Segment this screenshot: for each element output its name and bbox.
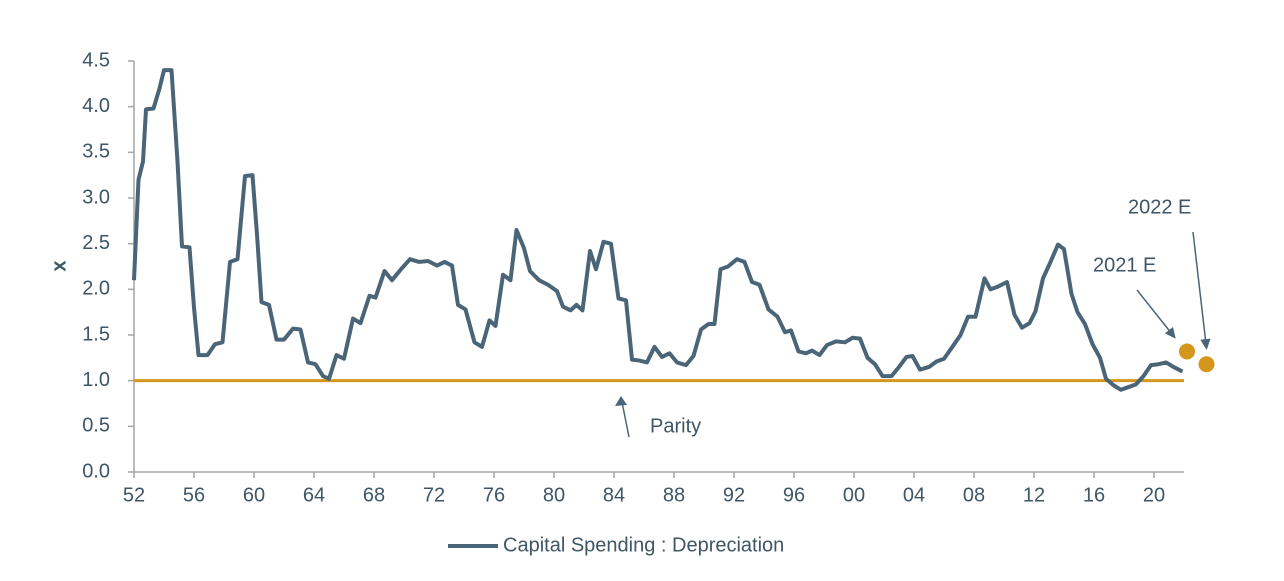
x-tick-label: 80 <box>543 484 565 506</box>
data-line <box>132 68 1184 392</box>
x-tick-label: 20 <box>1143 484 1165 506</box>
y-tick-label: 0.0 <box>82 460 110 482</box>
y-tick-label: 4.5 <box>82 49 110 71</box>
x-tick-label: 68 <box>363 484 385 506</box>
x-tick-label: 56 <box>183 484 205 506</box>
y-tick-label: 3.5 <box>82 141 110 163</box>
y-tick-label: 2.5 <box>82 232 110 254</box>
y-tick-label: 1.0 <box>82 369 110 391</box>
y-tick-label: 3.0 <box>82 186 110 208</box>
arrow-head <box>1164 327 1176 339</box>
y-tick-label: 2.0 <box>82 278 110 300</box>
arrow-head <box>615 396 627 406</box>
arrow <box>1136 289 1173 335</box>
x-tick-label: 60 <box>243 484 265 506</box>
x-tick-label: 64 <box>303 484 325 506</box>
y-tick-label: 1.5 <box>82 323 110 345</box>
estimate-point <box>1198 356 1215 373</box>
x-tick-label: 08 <box>963 484 985 506</box>
x-tick-label: 96 <box>783 484 805 506</box>
x-tick-label: 76 <box>483 484 505 506</box>
estimate-label: 2022 E <box>1128 196 1191 218</box>
y-tick-label: 0.5 <box>82 415 110 437</box>
reference-label: Parity <box>650 415 701 437</box>
legend-label: Capital Spending : Depreciation <box>503 534 784 556</box>
x-tick-label: 52 <box>123 484 145 506</box>
y-tick-label: 4.0 <box>82 95 110 117</box>
x-tick-label: 12 <box>1023 484 1045 506</box>
x-tick-label: 04 <box>903 484 925 506</box>
x-tick-label: 92 <box>723 484 745 506</box>
arrow <box>1192 231 1207 345</box>
x-tick-label: 84 <box>603 484 625 506</box>
x-tick-label: 88 <box>663 484 685 506</box>
x-tick-label: 16 <box>1083 484 1105 506</box>
x-tick-label: 00 <box>843 484 865 506</box>
estimate-label: 2021 E <box>1093 254 1156 276</box>
estimate-point <box>1179 343 1195 360</box>
arrow-head <box>1200 338 1211 350</box>
y-axis-label: x <box>48 260 70 271</box>
x-tick-label: 72 <box>423 484 445 506</box>
arrow <box>621 401 630 438</box>
